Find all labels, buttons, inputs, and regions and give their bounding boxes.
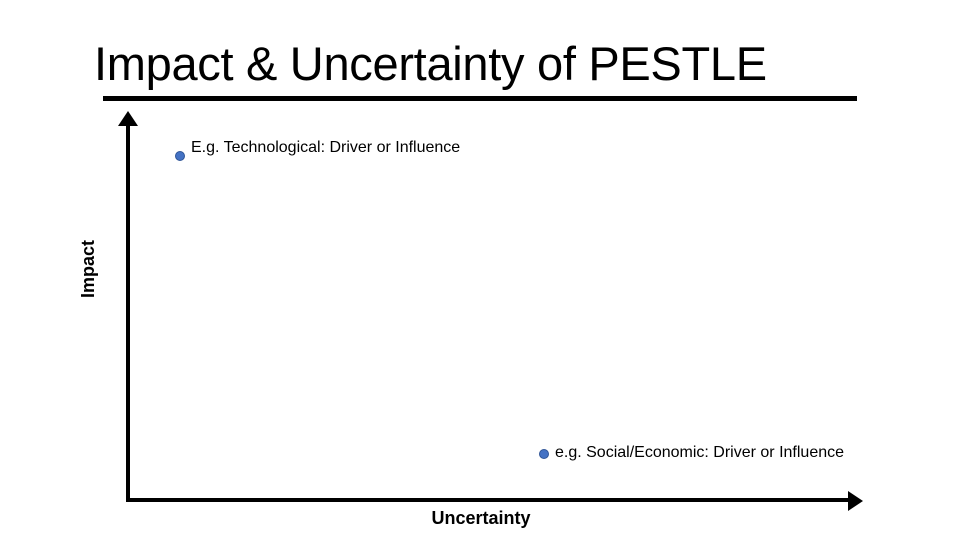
x-axis-arrowhead — [848, 491, 863, 511]
point-technological-label: E.g. Technological: Driver or Influence — [191, 139, 461, 156]
slide-title: Impact & Uncertainty of PESTLE — [94, 37, 767, 90]
y-axis-label: Impact — [78, 239, 98, 299]
point-social-economic-marker — [539, 449, 549, 459]
point-technological-marker — [175, 151, 185, 161]
title-underline — [103, 96, 857, 101]
point-social-economic-label: e.g. Social/Economic: Driver or Influenc… — [555, 444, 845, 461]
y-axis-arrowhead — [118, 111, 138, 126]
x-axis-label: Uncertainty — [431, 508, 531, 528]
